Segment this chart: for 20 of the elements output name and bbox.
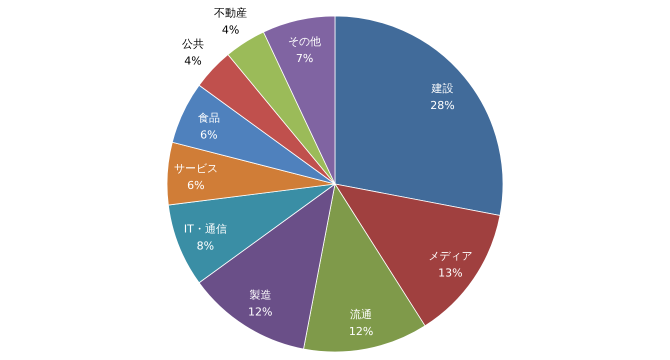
data-label: 7% bbox=[296, 52, 314, 65]
data-label: 12% bbox=[348, 324, 374, 338]
data-label: 13% bbox=[438, 266, 463, 280]
slice-label: 食品 bbox=[198, 112, 220, 125]
slice-label: サービス bbox=[174, 162, 218, 176]
data-label: 12% bbox=[248, 306, 273, 319]
slice-label: その他 bbox=[288, 34, 322, 48]
data-label: 6% bbox=[200, 128, 218, 142]
data-label: 4% bbox=[184, 54, 202, 68]
slice-label: 不動産 bbox=[214, 6, 248, 20]
data-label: 28% bbox=[430, 99, 455, 112]
slice-label: メディア bbox=[428, 249, 472, 262]
slice-label: 流通 bbox=[350, 308, 372, 321]
data-label: 6% bbox=[187, 179, 205, 192]
slice-label: 公共 bbox=[182, 38, 204, 51]
slice-label: 建設 bbox=[430, 82, 454, 96]
slice-label: 製造 bbox=[249, 288, 272, 302]
data-label: 8% bbox=[196, 239, 214, 252]
slice-label: IT・通信 bbox=[184, 222, 227, 236]
data-label: 4% bbox=[222, 23, 240, 36]
